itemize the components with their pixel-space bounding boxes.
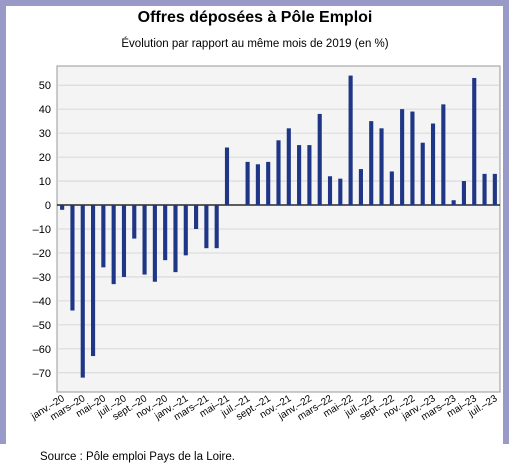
bar: [152, 205, 157, 282]
bar: [214, 205, 219, 249]
y-tick-label: –40: [33, 296, 51, 308]
bar: [266, 161, 271, 206]
bar: [101, 205, 106, 268]
bar: [173, 205, 178, 273]
bar: [492, 173, 497, 206]
y-tick-label: –10: [33, 224, 51, 236]
bar: [163, 205, 168, 261]
bar: [461, 181, 467, 206]
bar: [297, 145, 302, 206]
bar: [183, 205, 188, 256]
y-tick-label: –30: [33, 272, 51, 284]
bar: [204, 205, 209, 249]
bar: [327, 176, 333, 206]
y-tick-label: 50: [39, 80, 51, 92]
bar: [400, 109, 405, 206]
bar: [286, 128, 291, 206]
y-tick-label: 20: [39, 152, 51, 164]
y-tick-label: –60: [33, 344, 51, 356]
chart-subtitle: Évolution par rapport au même mois de 20…: [121, 37, 388, 50]
bar: [430, 123, 436, 206]
bar: [255, 164, 260, 206]
bar: [307, 145, 312, 206]
bar: [245, 161, 250, 206]
bar: [472, 77, 477, 206]
bar: [358, 169, 363, 206]
bar: [224, 147, 230, 206]
bar: [369, 121, 374, 206]
bar: [70, 205, 75, 311]
bar: [121, 205, 127, 277]
bar: [90, 205, 96, 357]
bar: [348, 75, 353, 206]
bar: [194, 205, 199, 229]
bar: [451, 200, 456, 206]
bar: [379, 128, 384, 206]
bar: [482, 173, 487, 206]
bar: [60, 205, 65, 210]
bar: [338, 178, 343, 206]
bar: [317, 113, 322, 206]
y-tick-label: 0: [45, 200, 51, 212]
bar: [441, 104, 446, 206]
bar: [142, 205, 147, 275]
bar: [276, 140, 281, 206]
source: Source : Pôle emploi Pays de la Loire.: [40, 451, 235, 463]
y-tick-label: –50: [33, 320, 51, 332]
bar: [80, 205, 85, 378]
y-tick-label: –20: [33, 248, 51, 260]
y-tick-label: 30: [39, 128, 51, 140]
y-tick-label: –70: [33, 368, 51, 380]
y-tick-label: 40: [39, 104, 51, 116]
bar: [410, 111, 415, 206]
bar: [389, 171, 394, 206]
bar: [111, 205, 116, 285]
footer-bg: [0, 444, 509, 468]
bar: [420, 142, 425, 206]
y-tick-label: 10: [39, 176, 51, 188]
chart-title: Offres déposées à Pôle Emploi: [138, 9, 373, 26]
bar: [132, 205, 137, 239]
